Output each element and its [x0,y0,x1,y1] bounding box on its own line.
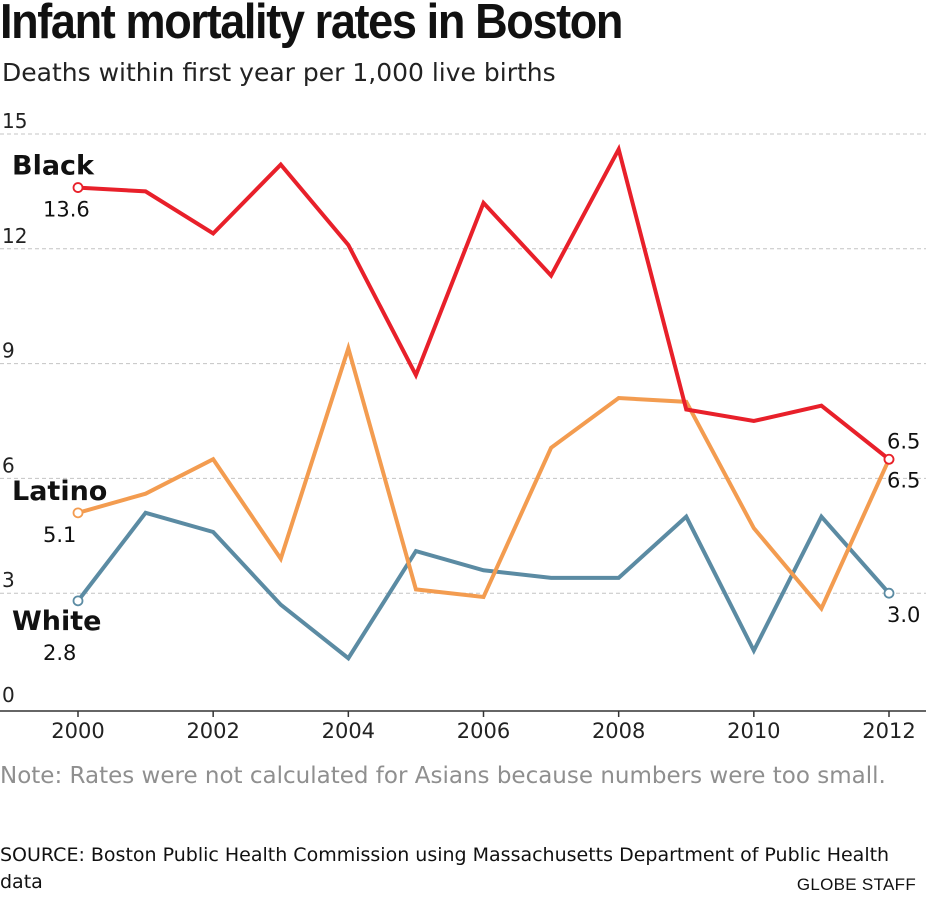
x-tick-label: 2010 [727,719,780,743]
y-tick-label: 12 [2,224,27,248]
series-marker-white [72,595,84,607]
gridlines [0,133,926,594]
start-value-label: 5.1 [43,523,76,547]
chart-note: Note: Rates were not calculated for Asia… [0,763,886,789]
series-name-white: White [12,606,101,637]
series-name-latino: Latino [12,476,107,507]
end-value-label: 3.0 [887,603,920,627]
series-line-white [76,510,891,662]
series-line-latino [77,341,891,613]
start-value-label: 2.8 [43,641,76,665]
series-lines [72,143,895,662]
x-tick-label: 2002 [186,719,239,743]
chart-subtitle: Deaths within first year per 1,000 live … [2,58,556,87]
x-tick-label: 2008 [592,719,645,743]
series-name-black: Black [12,151,95,182]
x-tick-label: 2000 [51,719,104,743]
line-chart: 0 3 6 9 12 15 Black 13.6 6.5 Latino 5.1 6.5 White 2.… [0,109,926,743]
start-value-label: 13.6 [43,198,90,222]
y-tick-label: 6 [2,453,15,477]
x-axis: 2000 2002 2004 2006 2008 2010 2012 [0,710,926,743]
end-value-label: 6.5 [887,429,920,453]
x-tick-label: 2012 [862,719,915,743]
chart-credit: GLOBE STAFF [796,875,916,894]
series-marker-black [883,453,895,465]
series-marker-black [72,182,84,193]
y-tick-label: 0 [2,683,15,707]
series-labels: Black 13.6 6.5 Latino 5.1 6.5 White 2.8 3.0 [12,151,920,665]
series-marker-latino [72,507,84,519]
y-axis: 0 3 6 9 12 15 [2,109,27,707]
y-tick-label: 15 [2,109,27,133]
x-tick-label: 2006 [457,719,510,743]
y-tick-label: 9 [2,339,15,363]
series-line-black [77,143,891,461]
chart-source: SOURCE: Boston Public Health Commission … [0,844,890,893]
chart-title: Infant mortality rates in Boston [0,0,623,49]
y-tick-label: 3 [2,568,15,592]
end-value-label: 6.5 [887,468,920,492]
series-marker-white [883,587,895,599]
x-tick-label: 2004 [322,719,375,743]
